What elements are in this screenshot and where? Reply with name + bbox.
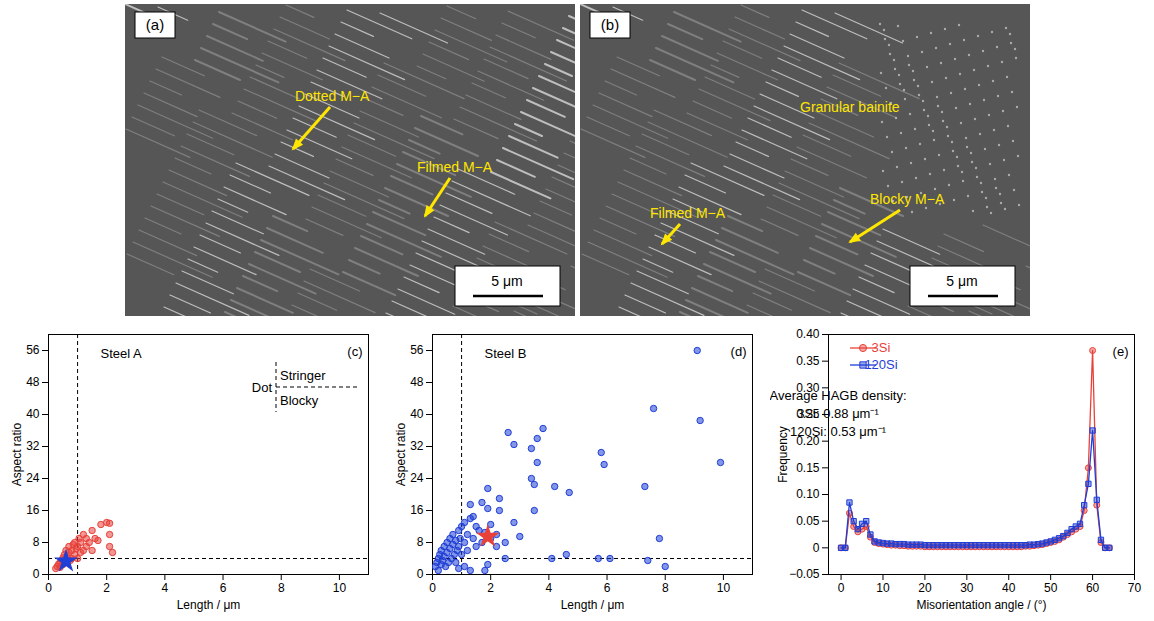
svg-text:0.20: 0.20 [796, 434, 820, 448]
svg-text:10: 10 [876, 581, 890, 595]
svg-text:40: 40 [1002, 581, 1016, 595]
svg-text:8: 8 [278, 581, 285, 595]
svg-text:0: 0 [45, 581, 52, 595]
svg-text:60: 60 [1086, 581, 1100, 595]
svg-text:8: 8 [417, 535, 424, 549]
svg-text:30: 30 [960, 581, 974, 595]
svg-text:Average HAGB density:: Average HAGB density: [770, 388, 907, 403]
svg-text:4: 4 [162, 581, 169, 595]
svg-text:56: 56 [26, 343, 40, 357]
svg-text:16: 16 [410, 503, 424, 517]
svg-text:3Si: 3Si [872, 340, 891, 355]
svg-text:Stringer: Stringer [280, 368, 326, 383]
svg-text:0.40: 0.40 [796, 327, 820, 341]
svg-text:3Si: 0.88 μm⁻¹: 3Si: 0.88 μm⁻¹ [797, 406, 879, 421]
svg-text:0: 0 [838, 581, 845, 595]
svg-text:48: 48 [26, 375, 40, 389]
svg-text:5 μm: 5 μm [491, 273, 522, 289]
svg-text:Misorientation angle / (°): Misorientation angle / (°) [916, 598, 1046, 612]
svg-text:4: 4 [546, 581, 553, 595]
svg-text:Steel A: Steel A [101, 346, 143, 361]
svg-text:(e): (e) [1113, 344, 1129, 359]
svg-text:24: 24 [410, 471, 424, 485]
svg-text:0.35: 0.35 [796, 354, 820, 368]
svg-text:5 μm: 5 μm [946, 273, 977, 289]
svg-text:Dotted M−A: Dotted M−A [295, 88, 370, 104]
svg-text:Filmed M−A: Filmed M−A [650, 205, 726, 221]
svg-text:6: 6 [604, 581, 611, 595]
svg-text:32: 32 [410, 439, 424, 453]
svg-text:Aspect ratio: Aspect ratio [10, 422, 24, 486]
svg-text:2: 2 [103, 581, 110, 595]
svg-text:24: 24 [26, 471, 40, 485]
svg-text:50: 50 [1044, 581, 1058, 595]
svg-text:120Si: 0.53 μm⁻¹: 120Si: 0.53 μm⁻¹ [790, 424, 887, 439]
svg-text:0: 0 [429, 581, 436, 595]
svg-text:Dot: Dot [252, 380, 273, 395]
svg-text:0.10: 0.10 [796, 487, 820, 501]
svg-text:−0.05: −0.05 [789, 567, 820, 581]
svg-text:0: 0 [33, 567, 40, 581]
svg-text:(d): (d) [731, 344, 747, 359]
svg-text:0.05: 0.05 [796, 514, 820, 528]
svg-text:70: 70 [1128, 581, 1142, 595]
svg-text:16: 16 [26, 503, 40, 517]
svg-text:Length / μm: Length / μm [177, 598, 241, 612]
svg-text:32: 32 [26, 439, 40, 453]
svg-text:2: 2 [487, 581, 494, 595]
svg-text:6: 6 [220, 581, 227, 595]
svg-text:0: 0 [417, 567, 424, 581]
svg-text:(b): (b) [601, 16, 619, 33]
svg-text:(a): (a) [146, 16, 164, 33]
svg-text:Length / μm: Length / μm [561, 598, 625, 612]
svg-text:48: 48 [410, 375, 424, 389]
svg-text:Filmed M−A: Filmed M−A [417, 159, 493, 175]
svg-text:0.15: 0.15 [796, 461, 820, 475]
svg-text:120Si: 120Si [864, 357, 897, 372]
svg-text:(c): (c) [347, 344, 362, 359]
svg-text:10: 10 [717, 581, 731, 595]
svg-text:8: 8 [33, 535, 40, 549]
svg-text:40: 40 [26, 407, 40, 421]
svg-text:8: 8 [662, 581, 669, 595]
svg-text:0: 0 [813, 541, 820, 555]
svg-text:Blocky M−A: Blocky M−A [870, 191, 945, 207]
svg-text:Granular bainite: Granular bainite [800, 99, 900, 115]
svg-text:20: 20 [918, 581, 932, 595]
svg-text:10: 10 [333, 581, 347, 595]
svg-text:40: 40 [410, 407, 424, 421]
svg-text:Blocky: Blocky [280, 393, 319, 408]
svg-text:Frequency: Frequency [776, 426, 790, 483]
svg-text:56: 56 [410, 343, 424, 357]
svg-text:Aspect ratio: Aspect ratio [394, 422, 408, 486]
svg-text:Steel B: Steel B [485, 346, 527, 361]
